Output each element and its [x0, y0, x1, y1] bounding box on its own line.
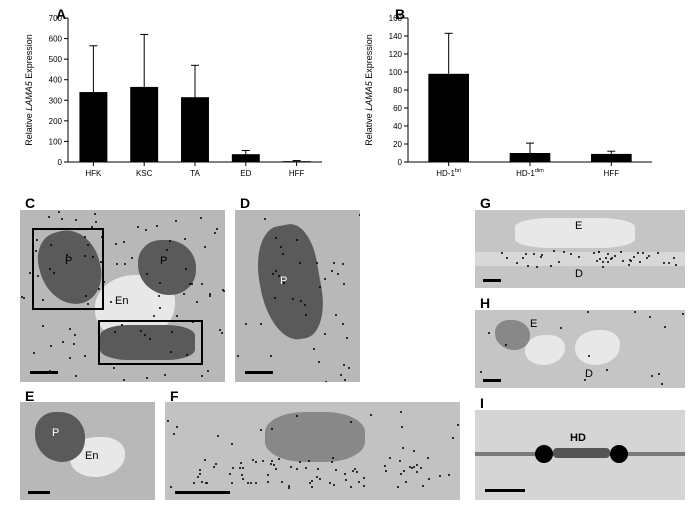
svg-text:HD-1bri: HD-1bri	[436, 168, 461, 178]
svg-text:100: 100	[49, 137, 63, 146]
scale-bar-c	[30, 371, 58, 374]
panel-label-g: G	[480, 195, 491, 211]
svg-text:700: 700	[49, 14, 63, 23]
svg-text:60: 60	[393, 104, 402, 113]
svg-text:80: 80	[393, 86, 402, 95]
svg-text:HFK: HFK	[85, 169, 102, 178]
svg-text:TA: TA	[190, 169, 200, 178]
svg-text:20: 20	[393, 140, 402, 149]
panel-label-c: C	[25, 195, 35, 211]
svg-text:ED: ED	[240, 169, 251, 178]
micrograph-g: E D	[475, 210, 685, 288]
micrograph-c: P P En	[20, 210, 225, 382]
scale-bar-e	[28, 491, 50, 494]
inset-box-2	[98, 320, 203, 365]
label-p2: P	[160, 255, 167, 267]
svg-text:500: 500	[49, 55, 63, 64]
svg-text:HFF: HFF	[604, 169, 620, 178]
svg-text:HFF: HFF	[289, 169, 305, 178]
label-e-h: E	[530, 318, 537, 330]
svg-text:Relative LAMA5 Expression: Relative LAMA5 Expression	[24, 34, 34, 146]
label-d-h: D	[585, 368, 593, 380]
svg-text:400: 400	[49, 76, 63, 85]
micrograph-i: HD	[475, 410, 685, 500]
svg-text:600: 600	[49, 35, 63, 44]
micrograph-d: P	[235, 210, 360, 382]
svg-text:120: 120	[389, 50, 403, 59]
label-en: En	[115, 295, 128, 307]
svg-text:100: 100	[389, 68, 403, 77]
svg-text:40: 40	[393, 122, 402, 131]
svg-text:160: 160	[389, 14, 403, 23]
scale-bar-f	[175, 491, 230, 494]
svg-text:HD-1dim: HD-1dim	[516, 168, 544, 178]
svg-text:300: 300	[49, 96, 63, 105]
label-e-g: E	[575, 220, 582, 232]
svg-text:Relative LAMA5 Expression: Relative LAMA5 Expression	[364, 34, 374, 146]
svg-text:0: 0	[398, 158, 403, 167]
chart-b: 0 20 40 60 80 100 120 140 160 HD-1bri HD-1dim HFF Re…	[360, 8, 660, 188]
micrograph-f	[165, 402, 460, 500]
label-p-e: P	[52, 427, 59, 439]
svg-text:0: 0	[58, 158, 63, 167]
panel-label-d: D	[240, 195, 250, 211]
label-en-e: En	[85, 450, 98, 462]
scale-bar-h	[483, 379, 501, 382]
svg-text:140: 140	[389, 32, 403, 41]
micrograph-h: E D	[475, 310, 685, 388]
chart-a: 0 100 200 300 400 500 600 700 HFK KSC TA ED HFF Relat…	[20, 8, 330, 188]
inset-box-1	[32, 228, 104, 310]
label-d-g: D	[575, 268, 583, 280]
scale-bar-g	[483, 279, 501, 282]
svg-text:KSC: KSC	[136, 169, 153, 178]
panel-label-h: H	[480, 295, 490, 311]
panel-label-i: I	[480, 395, 484, 411]
scale-bar-i	[485, 489, 525, 492]
label-hd: HD	[570, 432, 586, 444]
svg-text:200: 200	[49, 117, 63, 126]
micrograph-e: P En	[20, 402, 155, 500]
scale-bar-d	[245, 371, 273, 374]
